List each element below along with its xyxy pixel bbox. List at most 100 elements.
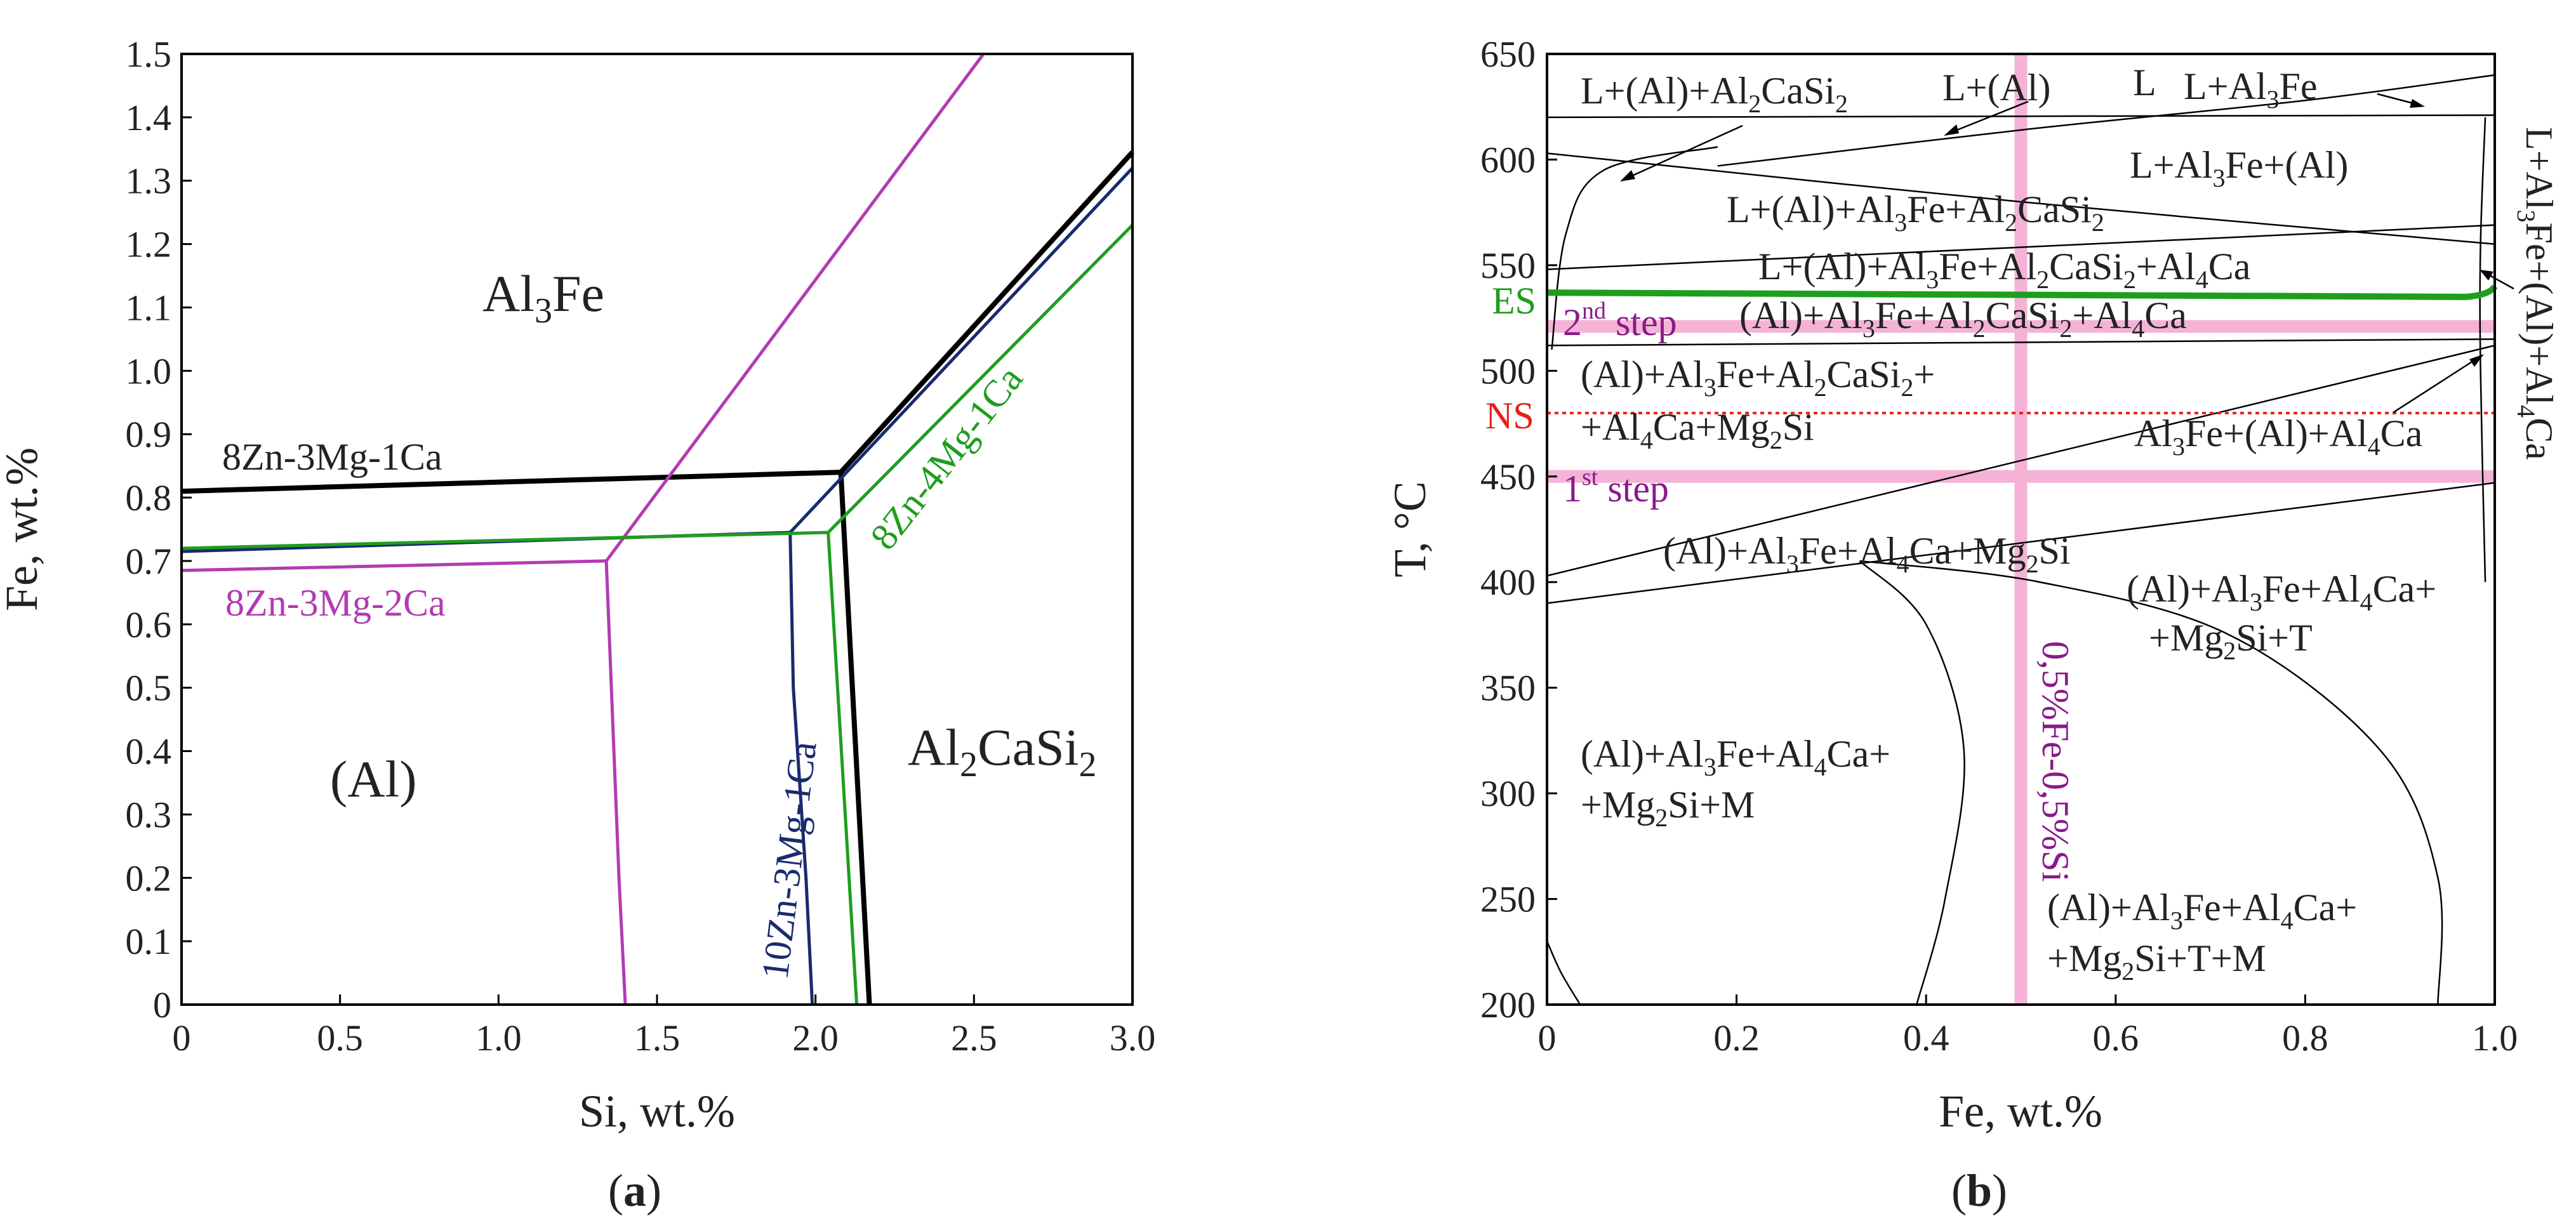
x-tick-label-b: 1.0 bbox=[2472, 1017, 2518, 1059]
y-tick-label-a: 0.4 bbox=[126, 731, 172, 772]
y-tick-label-a: 1.5 bbox=[126, 34, 172, 75]
phase-label-al3fe-al-al4ca: Al3Fe+(Al)+Al4Ca bbox=[2134, 413, 2422, 461]
x-tick-label-b: 0.2 bbox=[1713, 1017, 1760, 1059]
curve-label-8zn-3mg-2ca: 8Zn-3Mg-2Ca bbox=[225, 582, 446, 624]
y-axis-label-a: Fe, wt.% bbox=[0, 447, 47, 611]
y-tick-label-a: 1.3 bbox=[126, 161, 172, 202]
x-tick-label-b: 0.4 bbox=[1903, 1017, 1949, 1059]
curve-label-8zn-4mg-1ca: 8Zn-4Mg-1Ca bbox=[862, 358, 1030, 557]
phase-label-tm-a: (Al)+Al3Fe+Al4Ca+ bbox=[2047, 887, 2357, 935]
boundary-right-edge bbox=[2479, 117, 2486, 583]
x-tick-label-b: 0.8 bbox=[2282, 1017, 2328, 1059]
y-tick-label-a: 0.1 bbox=[126, 921, 172, 962]
step2-label: 2nd step bbox=[1563, 298, 1677, 343]
y-tick-label-a: 1.0 bbox=[126, 350, 172, 392]
phase-label-l-al-al3fe-al2casi2-al4ca: L+(Al)+Al3Fe+Al2CaSi2+Al4Ca bbox=[1758, 246, 2250, 294]
phase-label-l-al-al2casi2: L+(Al)+Al2CaSi2 bbox=[1581, 70, 1848, 118]
boundary-dome-m bbox=[1859, 560, 1965, 1005]
chart-a: 0 0.5 1.0 1.5 2.0 2.5 3.0 0 0.1 0.2 0.3 0.4 0.5 0.6 0.… bbox=[0, 34, 1155, 1137]
series-line-8zn-3mg-2ca-1 bbox=[604, 560, 627, 1005]
phase-label-al-al3fe-al2casi2-b: +Al4Ca+Mg2Si bbox=[1581, 406, 1814, 454]
boundary-line-390 bbox=[1546, 482, 2495, 604]
y-tick-label-a: 0.6 bbox=[126, 604, 172, 645]
boundary-curve-left bbox=[1551, 146, 1718, 350]
phase-label-l-al3fe-al: L+Al3Fe+(Al) bbox=[2130, 144, 2348, 192]
x-tick-label-a: 2.0 bbox=[792, 1017, 839, 1059]
plot-frame-a bbox=[180, 53, 1134, 1006]
chart-b: 0 0.2 0.4 0.6 0.8 1.0 200 250 300 350 400 450 500 550… bbox=[1384, 34, 2560, 1137]
alloy-label: 0,5%Fe-0,5%Si bbox=[2035, 641, 2076, 882]
arrowhead-l-al-al2casi2 bbox=[1620, 170, 1635, 182]
y-tick-label-b: 200 bbox=[1480, 984, 1536, 1026]
series-line-10zn-3mg-1ca-1 bbox=[788, 532, 814, 1005]
x-tick-label-a: 0 bbox=[173, 1017, 191, 1059]
phase-label-l-al-al3fe-al2casi2: L+(Al)+Al3Fe+Al2CaSi2 bbox=[1727, 188, 2104, 237]
arrowhead-l-al bbox=[1944, 124, 1959, 136]
region-label-al3fe: Al3Fe bbox=[482, 265, 604, 331]
series-line-8zn-3mg-1ca-1 bbox=[838, 472, 872, 1005]
ns-label: NS bbox=[1485, 395, 1534, 437]
x-tick-label-b: 0 bbox=[1538, 1017, 1557, 1059]
y-tick-label-a: 1.1 bbox=[126, 287, 172, 328]
series-line-8zn-3mg-1ca-2 bbox=[839, 150, 1134, 474]
boundary-liquidus-al3fe bbox=[1717, 74, 2495, 167]
arrow-al3fe-al-al4ca bbox=[2393, 356, 2480, 414]
y-tick-label-a: 0.7 bbox=[126, 541, 172, 582]
es-label: ES bbox=[1492, 280, 1536, 322]
x-tick-label-a: 3.0 bbox=[1110, 1017, 1156, 1059]
phase-label-t-a: (Al)+Al3Fe+Al4Ca+ bbox=[2127, 568, 2436, 616]
boundary-diag-403 bbox=[1546, 345, 2495, 577]
caption-b: (b) bbox=[1951, 1165, 2007, 1216]
phase-label-right-vertical: L+Al3Fe+(Al)+Al4Ca bbox=[2512, 127, 2560, 460]
boundary-line-568 bbox=[1546, 224, 2495, 270]
phase-label-al-al3fe-al4ca-mg2si: (Al)+Al3Fe+Al4Ca+Mg2Si bbox=[1663, 530, 2071, 578]
phase-label-tm-b: +Mg2Si+T+M bbox=[2047, 937, 2266, 986]
y-tick-label-b: 300 bbox=[1480, 773, 1536, 814]
series-line-8zn-3mg-1ca-0 bbox=[181, 470, 841, 494]
y-tick-label-b: 600 bbox=[1480, 139, 1536, 180]
arrowhead-right-vertical bbox=[2480, 270, 2493, 281]
arrow-l-al bbox=[1948, 100, 2029, 135]
y-tick-label-a: 0.9 bbox=[126, 414, 172, 455]
phase-label-al-al3fe-al2casi2-a: (Al)+Al3Fe+Al2CaSi2+ bbox=[1581, 353, 1935, 402]
x-tick-label-b: 0.6 bbox=[2093, 1017, 2139, 1059]
step1-label: 1st step bbox=[1563, 464, 1669, 510]
phase-label-L: L bbox=[2133, 62, 2156, 103]
leader-arrows bbox=[1620, 93, 2514, 414]
phase-label-l-al: L+(Al) bbox=[1942, 67, 2050, 109]
phase-label-al-al3fe-al2casi2-al4ca: (Al)+Al3Fe+Al2CaSi2+Al4Ca bbox=[1739, 294, 2187, 343]
region-label-al2casi2: Al2CaSi2 bbox=[908, 718, 1096, 784]
series-line-8zn-4mg-1ca-0 bbox=[181, 531, 828, 550]
x-tick-label-a: 0.5 bbox=[317, 1017, 363, 1059]
y-tick-label-b: 500 bbox=[1480, 350, 1536, 392]
x-axis-label-a: Si, wt.% bbox=[579, 1086, 735, 1137]
series-line-8zn-3mg-2ca-0 bbox=[181, 559, 607, 572]
y-tick-label-b: 250 bbox=[1480, 879, 1536, 920]
y-tick-label-a: 0 bbox=[153, 984, 171, 1026]
phase-label-m-a: (Al)+Al3Fe+Al4Ca+ bbox=[1581, 733, 1890, 781]
boundary-corner-low bbox=[1546, 941, 1581, 1005]
y-tick-label-a: 1.2 bbox=[126, 224, 172, 265]
caption-a: (a) bbox=[608, 1165, 661, 1216]
y-tick-label-a: 0.2 bbox=[126, 857, 172, 899]
boundary-liquidus-al2casi2 bbox=[1546, 152, 2495, 245]
curve-label-10zn-3mg-1ca: 10Zn-3Mg-1Ca bbox=[754, 739, 824, 982]
y-tick-label-a: 0.8 bbox=[126, 477, 172, 518]
boundary-line-512 bbox=[1546, 338, 2495, 347]
arrow-l-al-al2casi2 bbox=[1624, 124, 1743, 180]
series-line-8zn-3mg-2ca-2 bbox=[605, 53, 985, 562]
series-line-10zn-3mg-1ca-2 bbox=[788, 167, 1134, 534]
x-tick-label-a: 1.0 bbox=[475, 1017, 522, 1059]
y-tick-label-b: 550 bbox=[1480, 245, 1536, 286]
boundary-dome-t bbox=[1859, 560, 2443, 1005]
region-label-al: (Al) bbox=[330, 750, 417, 808]
phase-label-m-b: +Mg2Si+M bbox=[1581, 784, 1755, 832]
arrowhead-l-al3fe bbox=[2410, 99, 2425, 108]
series-line-8zn-4mg-1ca-1 bbox=[827, 532, 859, 1005]
y-tick-label-a: 1.4 bbox=[126, 97, 172, 138]
y-tick-label-b: 450 bbox=[1480, 456, 1536, 498]
arrowhead-al3fe-al-al4ca bbox=[2469, 354, 2484, 367]
plot-frame-b bbox=[1546, 53, 2496, 1006]
y-tick-label-a: 0.3 bbox=[126, 794, 172, 835]
